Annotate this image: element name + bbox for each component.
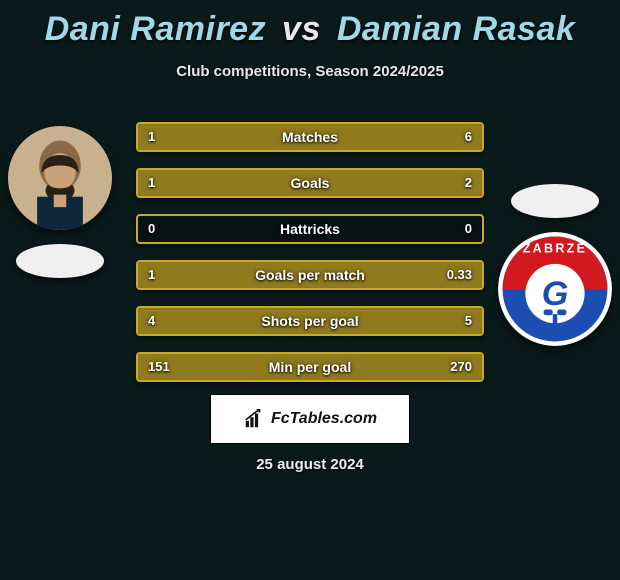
stat-row: 0Hattricks0	[136, 214, 484, 244]
brand-box: FcTables.com	[210, 394, 410, 444]
comparison-infographic: Dani Ramirez vs Damian Rasak Club compet…	[0, 0, 620, 580]
stat-row: 151Min per goal270	[136, 352, 484, 382]
player1-name: Dani Ramirez	[45, 10, 266, 48]
stat-value-right: 2	[455, 170, 482, 196]
stat-label: Goals	[138, 170, 482, 196]
player2-badge: ZABRZE G	[498, 232, 612, 346]
stat-label: Matches	[138, 124, 482, 150]
brand-logo-icon	[243, 408, 265, 430]
stat-value-right: 6	[455, 124, 482, 150]
club-badge-icon: ZABRZE G	[498, 232, 612, 346]
subtitle: Club competitions, Season 2024/2025	[0, 63, 620, 80]
stat-row: 1Goals2	[136, 168, 484, 198]
stat-label: Min per goal	[138, 354, 482, 380]
stat-label: Hattricks	[138, 216, 482, 242]
stats-table: 1Matches6 1Goals2 0Hattricks0 1Goals per ma…	[136, 122, 484, 398]
stat-row: 1Goals per match0.33	[136, 260, 484, 290]
player2-flag	[511, 184, 599, 218]
date-text: 25 august 2024	[0, 456, 620, 473]
player1-photo	[8, 126, 112, 230]
brand-text: FcTables.com	[271, 410, 377, 428]
svg-text:ZABRZE: ZABRZE	[523, 242, 588, 256]
stat-value-right: 270	[440, 354, 482, 380]
person-icon	[8, 126, 112, 230]
title-vs: vs	[282, 10, 321, 48]
stat-row: 4Shots per goal5	[136, 306, 484, 336]
stat-value-right: 0.33	[437, 262, 482, 288]
stat-value-right: 5	[455, 308, 482, 334]
svg-text:G: G	[542, 275, 569, 313]
stat-value-right: 0	[455, 216, 482, 242]
stat-row: 1Matches6	[136, 122, 484, 152]
stat-label: Goals per match	[138, 262, 482, 288]
stat-label: Shots per goal	[138, 308, 482, 334]
player2-name: Damian Rasak	[337, 10, 575, 48]
player2-block: ZABRZE G	[498, 184, 612, 346]
player1-block	[8, 126, 112, 278]
page-title: Dani Ramirez vs Damian Rasak	[0, 0, 620, 49]
player1-flag	[16, 244, 104, 278]
